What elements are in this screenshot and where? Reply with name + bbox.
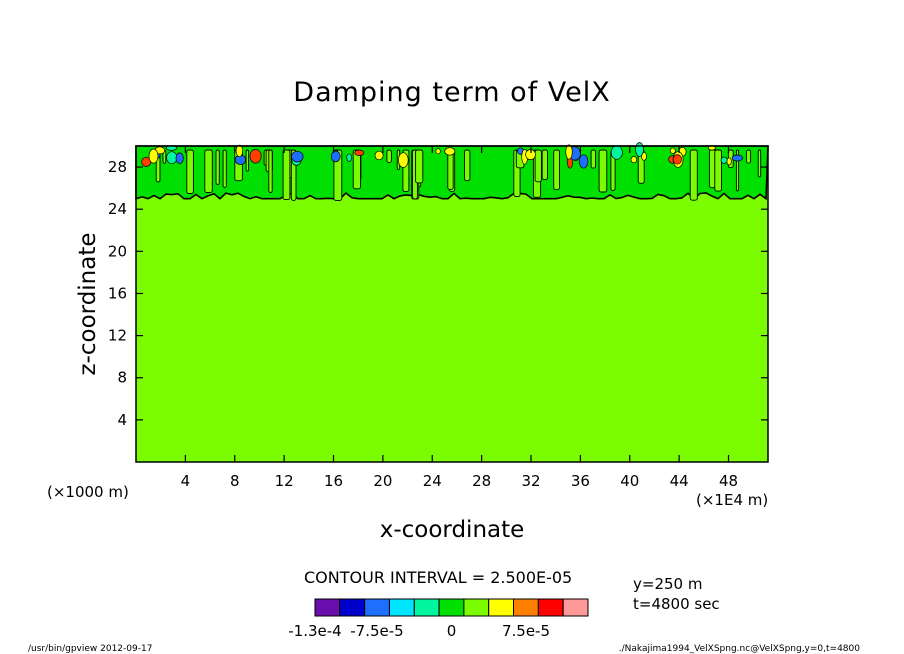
colorbar-swatch xyxy=(339,598,366,617)
x-unit-right: (×1E4 m) xyxy=(696,491,768,509)
contour-cell xyxy=(245,149,250,172)
y-tick-label: 4 xyxy=(117,411,127,429)
contour-cell xyxy=(282,149,291,201)
contour-extreme xyxy=(175,152,184,164)
contour-cell xyxy=(415,149,424,184)
contour-extreme xyxy=(635,142,644,157)
contour-extreme xyxy=(235,144,244,158)
colorbar-label: 0 xyxy=(447,622,457,640)
footer-left: /usr/bin/gpview 2012-09-17 xyxy=(28,644,152,654)
x-tick-label: 12 xyxy=(275,472,294,490)
contour-cell xyxy=(757,149,762,178)
contour-interval-label: CONTOUR INTERVAL = 2.500E-05 xyxy=(304,568,572,587)
colorbar-swatch xyxy=(513,598,539,617)
plot-background xyxy=(136,146,768,462)
contour-extreme xyxy=(166,151,178,165)
contour-extreme xyxy=(444,147,456,156)
colorbar-swatch xyxy=(562,598,589,617)
colorbar-swatch xyxy=(314,598,341,617)
y-tick-label: 16 xyxy=(108,284,127,302)
x-tick-label: 20 xyxy=(373,472,392,490)
contour-cell xyxy=(464,149,471,182)
contour-extreme xyxy=(672,154,682,165)
y-tick-label: 12 xyxy=(108,327,127,345)
x-axis-label: x-coordinate xyxy=(380,517,525,543)
contour-cell xyxy=(333,149,343,201)
y-axis-label: z-coordinate xyxy=(75,232,101,375)
contour-cell xyxy=(541,149,548,180)
contour-cell xyxy=(746,149,752,164)
colorbar-labels: -1.3e-4 -7.5e-5 0 7.5e-5 xyxy=(288,622,550,640)
colorbar-swatch xyxy=(537,598,564,617)
colorbar xyxy=(314,598,589,617)
y-tick-label: 24 xyxy=(108,200,127,218)
contour-cell xyxy=(386,149,392,163)
x-tick-label: 32 xyxy=(521,472,540,490)
contour-cell xyxy=(222,149,227,188)
plot-frame xyxy=(135,145,769,463)
contour-extreme xyxy=(354,149,365,156)
y-tick-label: 20 xyxy=(108,242,127,260)
annotation-y: y=250 m xyxy=(633,575,702,593)
colorbar-label: 7.5e-5 xyxy=(502,622,550,640)
contour-extreme xyxy=(435,148,441,155)
x-tick-label: 4 xyxy=(181,472,191,490)
x-tick-label: 48 xyxy=(719,472,738,490)
contour-extreme xyxy=(565,144,573,160)
x-unit-left: (×1000 m) xyxy=(47,483,129,501)
contour-extreme xyxy=(398,152,409,168)
colorbar-swatch xyxy=(463,598,490,617)
x-ticks: 4 8 12 16 20 24 28 32 36 40 44 48 xyxy=(181,146,738,490)
y-ticks: 4 8 12 16 20 24 28 xyxy=(108,158,768,429)
contour-cell xyxy=(447,149,454,190)
contour-cell xyxy=(689,149,698,201)
contour-extreme xyxy=(578,154,589,169)
damping-layer xyxy=(135,142,769,201)
y-tick-label: 28 xyxy=(108,158,127,176)
contour-extreme xyxy=(610,145,623,160)
chart-title: Damping term of VelX xyxy=(293,77,610,108)
contour-cell xyxy=(204,149,213,193)
x-tick-label: 36 xyxy=(571,472,590,490)
contour-cell xyxy=(268,149,273,193)
x-tick-label: 40 xyxy=(620,472,639,490)
colorbar-label: -7.5e-5 xyxy=(350,622,403,640)
x-tick-label: 44 xyxy=(670,472,689,490)
contour-extreme xyxy=(669,147,676,154)
contour-cell xyxy=(590,149,597,169)
x-tick-label: 16 xyxy=(324,472,343,490)
y-tick-label: 8 xyxy=(117,369,127,387)
colorbar-swatch xyxy=(488,598,515,617)
contour-cell xyxy=(186,149,194,194)
contour-extreme xyxy=(374,150,384,161)
contour-extreme xyxy=(291,150,304,163)
contour-extreme xyxy=(148,148,159,164)
colorbar-swatch xyxy=(364,598,390,617)
contour-extreme xyxy=(330,150,341,163)
x-tick-label: 28 xyxy=(472,472,491,490)
contour-extreme xyxy=(249,148,262,164)
footer-right: ./Nakajima1994_VelXSpng.nc@VelXSpng,y=0,… xyxy=(619,644,860,654)
colorbar-swatch xyxy=(413,598,440,617)
colorbar-label: -1.3e-4 xyxy=(288,622,341,640)
contour-cell xyxy=(714,149,722,192)
contour-extreme xyxy=(726,157,732,166)
colorbar-swatch xyxy=(438,598,465,617)
contour-extreme xyxy=(731,154,743,162)
annotation-t: t=4800 sec xyxy=(633,595,720,613)
contour-cell xyxy=(598,149,608,193)
x-tick-label: 24 xyxy=(423,472,442,490)
contour-cell xyxy=(215,149,220,185)
contour-extreme xyxy=(346,153,353,162)
colorbar-swatch xyxy=(389,598,415,617)
contour-cell xyxy=(534,149,542,183)
contour-extreme xyxy=(630,156,638,164)
x-tick-label: 8 xyxy=(230,472,240,490)
contour-extreme xyxy=(720,156,728,164)
contour-cell xyxy=(553,149,560,191)
